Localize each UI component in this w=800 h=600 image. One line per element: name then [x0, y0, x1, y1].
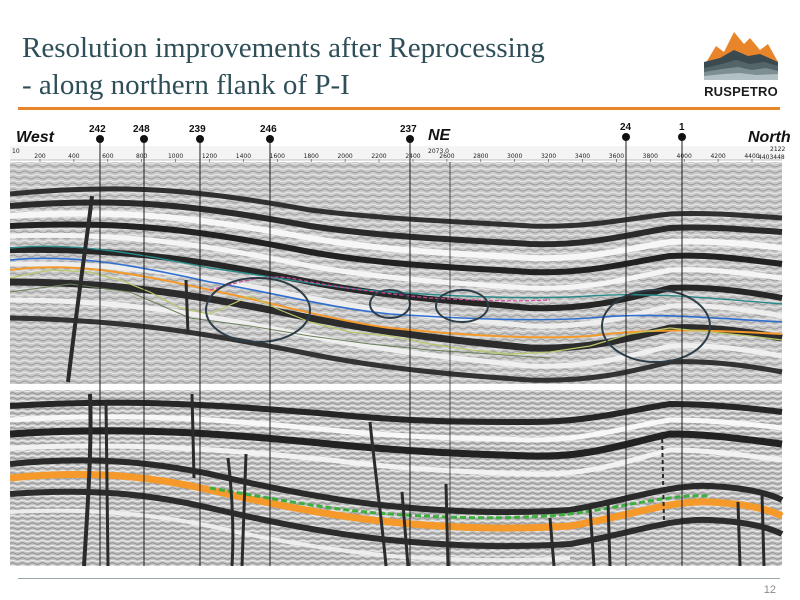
scale-right-label: 4403448: [758, 154, 785, 161]
seismic-section-figure: West NE North 242 248 239 246 237 24 1 1…: [10, 122, 792, 570]
slide-title: Resolution improvements after Reprocessi…: [22, 30, 672, 104]
scale-tick-label: 600: [102, 153, 114, 160]
scale-tick-label: 1000: [168, 153, 183, 160]
scale-tick-label: 1600: [270, 153, 285, 160]
scale-tick-label: 1200: [202, 153, 217, 160]
page-number: 12: [763, 584, 776, 596]
well-label: 242: [89, 124, 106, 135]
scale-tick-label: 800: [136, 153, 148, 160]
well-lines: [96, 133, 686, 566]
scale-tick-label: 2800: [473, 153, 488, 160]
scale-tick-label: 1800: [304, 153, 319, 160]
scale-tick-labels: 200 400 600 800 1000 1200 1400 1600 1800 2000 2200…: [34, 153, 760, 162]
well-label: 248: [133, 124, 150, 135]
scale-tick-label: 4000: [677, 153, 692, 160]
well-label: 239: [189, 124, 206, 135]
label-ne: NE: [428, 127, 452, 144]
scale-tick-label: 3600: [609, 153, 624, 160]
scale-tick-label: 3800: [643, 153, 658, 160]
scale-tick-label: 2600: [439, 153, 454, 160]
scale-tick-label: 200: [34, 153, 46, 160]
scale-tick-label: 2200: [371, 153, 386, 160]
lower-seismic-panel: [10, 390, 784, 567]
slide-title-line-1: Resolution improvements after Reprocessi…: [22, 32, 545, 64]
well-label: 1: [679, 122, 685, 133]
logo-text: RUSPETRO: [704, 84, 778, 99]
slide-title-line-2: - along northern flank of P-I: [22, 69, 350, 101]
scale-tick-label: 1400: [236, 153, 251, 160]
scale-tick-label: 400: [68, 153, 80, 160]
title-divider: [18, 107, 780, 110]
scale-tick-label: 4200: [710, 153, 725, 160]
mountain-logo-icon: [704, 32, 778, 80]
scale-tick-label: 4400: [744, 153, 759, 160]
scale-top-right-label: 2122: [770, 146, 785, 153]
seismic-section-svg: West NE North 242 248 239 246 237 24 1 1…: [10, 122, 791, 567]
scale-tick-label: 3200: [541, 153, 556, 160]
scale-tick-label: 2400: [405, 153, 420, 160]
ruspetro-logo: RUSPETRO: [700, 22, 782, 106]
scale-top-mid-label: 2073.0: [428, 148, 449, 155]
scale-strip: [10, 146, 782, 160]
scale-tick-label: 3000: [507, 153, 522, 160]
well-label: 237: [400, 124, 417, 135]
scale-tick-label: 3400: [575, 153, 590, 160]
label-west: West: [16, 129, 55, 146]
scale-tick-label: 2000: [337, 153, 352, 160]
well-label: 24: [620, 122, 632, 133]
footer-divider: [18, 578, 780, 579]
scale-left-label: 10: [12, 148, 20, 155]
upper-seismic-panel: [10, 162, 783, 384]
label-north: North: [748, 129, 791, 146]
well-label: 246: [260, 124, 277, 135]
